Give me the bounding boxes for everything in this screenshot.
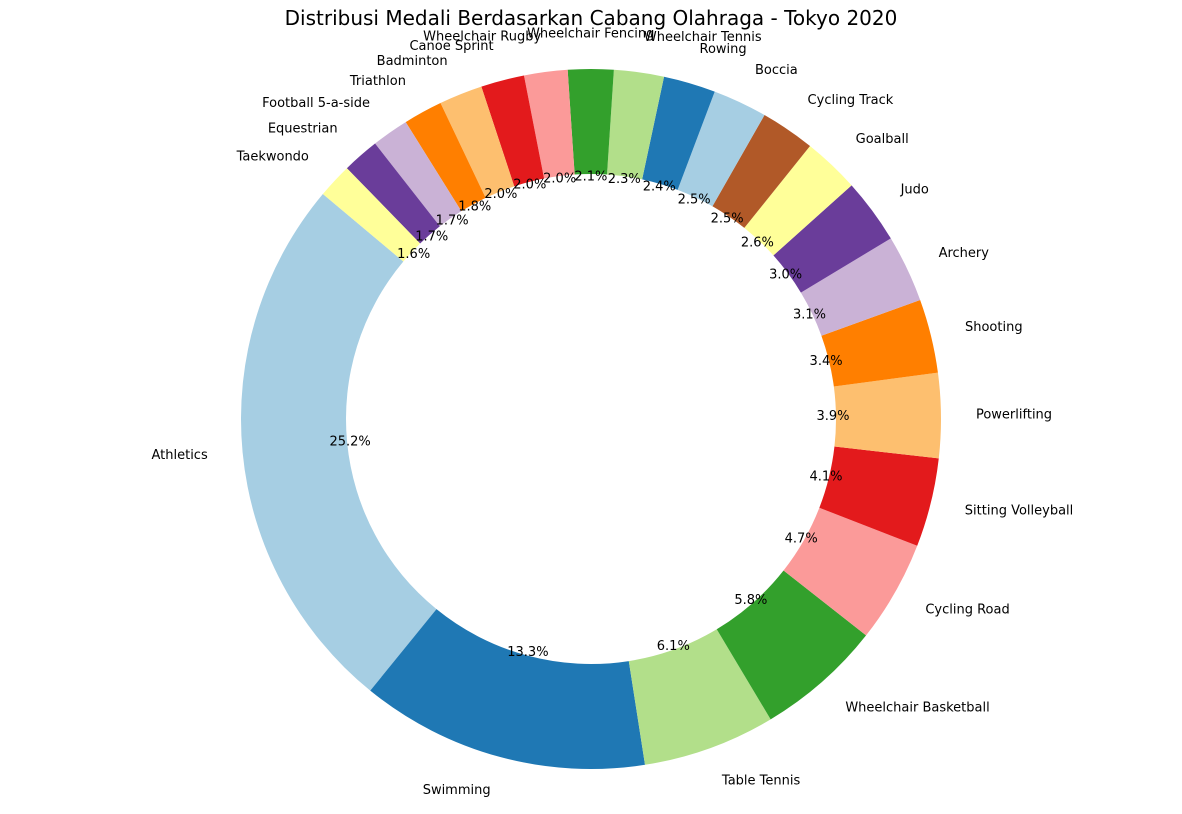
category-label-boccia: Boccia bbox=[755, 63, 798, 78]
category-label-triathlon: Triathlon bbox=[349, 74, 406, 89]
percent-labels-group: 25.2% 13.3% 6.1% 5.8% 4.7% 4.1% 3.9% 3.4% 3.1% 3.… bbox=[329, 170, 849, 661]
slice-badminton bbox=[440, 86, 515, 198]
category-label-cycling-road: Cycling Road bbox=[925, 602, 1009, 617]
category-label-swimming: Swimming bbox=[423, 783, 491, 798]
category-label-wheelchair-basketball: Wheelchair Basketball bbox=[845, 701, 989, 716]
category-label-judo: Judo bbox=[900, 183, 929, 198]
slice-swimming bbox=[370, 609, 646, 769]
slice-cycling-track bbox=[712, 115, 811, 228]
slice-archery bbox=[800, 238, 921, 336]
slice-powerlifting bbox=[833, 372, 941, 459]
pct-label-archery: 3.1% bbox=[793, 307, 826, 322]
pct-label-judo: 3.0% bbox=[769, 268, 802, 283]
category-label-wheelchair-tennis: Wheelchair Tennis bbox=[644, 30, 762, 45]
category-label-table-tennis: Table Tennis bbox=[721, 774, 801, 789]
pct-label-rowing: 2.4% bbox=[643, 179, 676, 194]
category-label-badminton: Badminton bbox=[377, 54, 448, 69]
pct-label-badminton: 2.0% bbox=[484, 187, 517, 202]
slice-athletics bbox=[240, 194, 437, 691]
pct-label-equestrian: 1.7% bbox=[415, 229, 448, 244]
pct-label-table-tennis: 6.1% bbox=[657, 639, 690, 654]
category-label-canoe-sprint: Canoe Sprint bbox=[409, 39, 493, 54]
pct-label-goalball: 2.6% bbox=[741, 236, 774, 251]
pct-label-cycling-track: 2.5% bbox=[711, 211, 744, 226]
category-label-cycling-track: Cycling Track bbox=[808, 93, 894, 108]
pct-label-football-5-a-side: 1.7% bbox=[436, 213, 469, 228]
pct-label-cycling-road: 4.7% bbox=[785, 531, 818, 546]
pct-label-wheelchair-basketball: 5.8% bbox=[734, 593, 767, 608]
slice-equestrian bbox=[346, 143, 440, 244]
slice-judo bbox=[773, 185, 891, 293]
pct-label-wheelchair-rugby: 2.0% bbox=[543, 172, 576, 187]
pct-label-powerlifting: 3.9% bbox=[816, 409, 849, 424]
pct-label-triathlon: 1.8% bbox=[458, 199, 491, 214]
slice-wheelchair-fencing bbox=[567, 68, 614, 175]
slice-wheelchair-rugby bbox=[523, 69, 575, 179]
slice-shooting bbox=[821, 299, 938, 387]
category-label-wheelchair-fencing: Wheelchair Fencing bbox=[527, 27, 654, 42]
slice-boccia bbox=[677, 91, 765, 207]
pct-label-taekwondo: 1.6% bbox=[397, 247, 430, 262]
pct-label-boccia: 2.5% bbox=[678, 193, 711, 208]
chart-title: Distribusi Medali Berdasarkan Cabang Ola… bbox=[285, 6, 898, 30]
slices-group bbox=[240, 68, 941, 769]
category-label-football-5-a-side: Football 5-a-side bbox=[262, 96, 370, 111]
category-label-sitting-volleyball: Sitting Volleyball bbox=[965, 504, 1073, 519]
slice-canoe-sprint bbox=[481, 75, 545, 187]
slice-table-tennis bbox=[628, 629, 771, 765]
slice-cycling-road bbox=[783, 507, 918, 636]
pct-label-athletics: 25.2% bbox=[329, 434, 370, 449]
slice-rowing bbox=[642, 76, 715, 190]
category-label-wheelchair-rugby: Wheelchair Rugby bbox=[423, 30, 541, 45]
category-label-athletics: Athletics bbox=[151, 448, 207, 463]
category-label-equestrian: Equestrian bbox=[268, 122, 338, 137]
pct-label-canoe-sprint: 2.0% bbox=[513, 177, 546, 192]
category-label-powerlifting: Powerlifting bbox=[976, 408, 1052, 423]
slice-sitting-volleyball bbox=[819, 446, 939, 546]
slice-taekwondo bbox=[322, 168, 421, 262]
pct-label-sitting-volleyball: 4.1% bbox=[809, 469, 842, 484]
slice-triathlon bbox=[405, 103, 486, 212]
category-label-taekwondo: Taekwondo bbox=[236, 149, 309, 164]
category-label-archery: Archery bbox=[939, 246, 990, 261]
category-labels-group: Athletics Swimming Table Tennis Wheelchair … bbox=[151, 27, 1073, 799]
pct-label-wheelchair-fencing: 2.1% bbox=[574, 170, 607, 185]
category-label-rowing: Rowing bbox=[700, 42, 747, 57]
category-label-shooting: Shooting bbox=[965, 320, 1023, 335]
slice-goalball bbox=[744, 145, 852, 256]
slice-wheelchair-tennis bbox=[607, 69, 665, 180]
slice-wheelchair-basketball bbox=[716, 570, 867, 720]
pct-label-swimming: 13.3% bbox=[507, 645, 548, 660]
pct-label-shooting: 3.4% bbox=[810, 354, 843, 369]
pct-label-wheelchair-tennis: 2.3% bbox=[608, 172, 641, 187]
slice-football-5-a-side bbox=[375, 122, 462, 227]
category-label-goalball: Goalball bbox=[856, 132, 909, 147]
